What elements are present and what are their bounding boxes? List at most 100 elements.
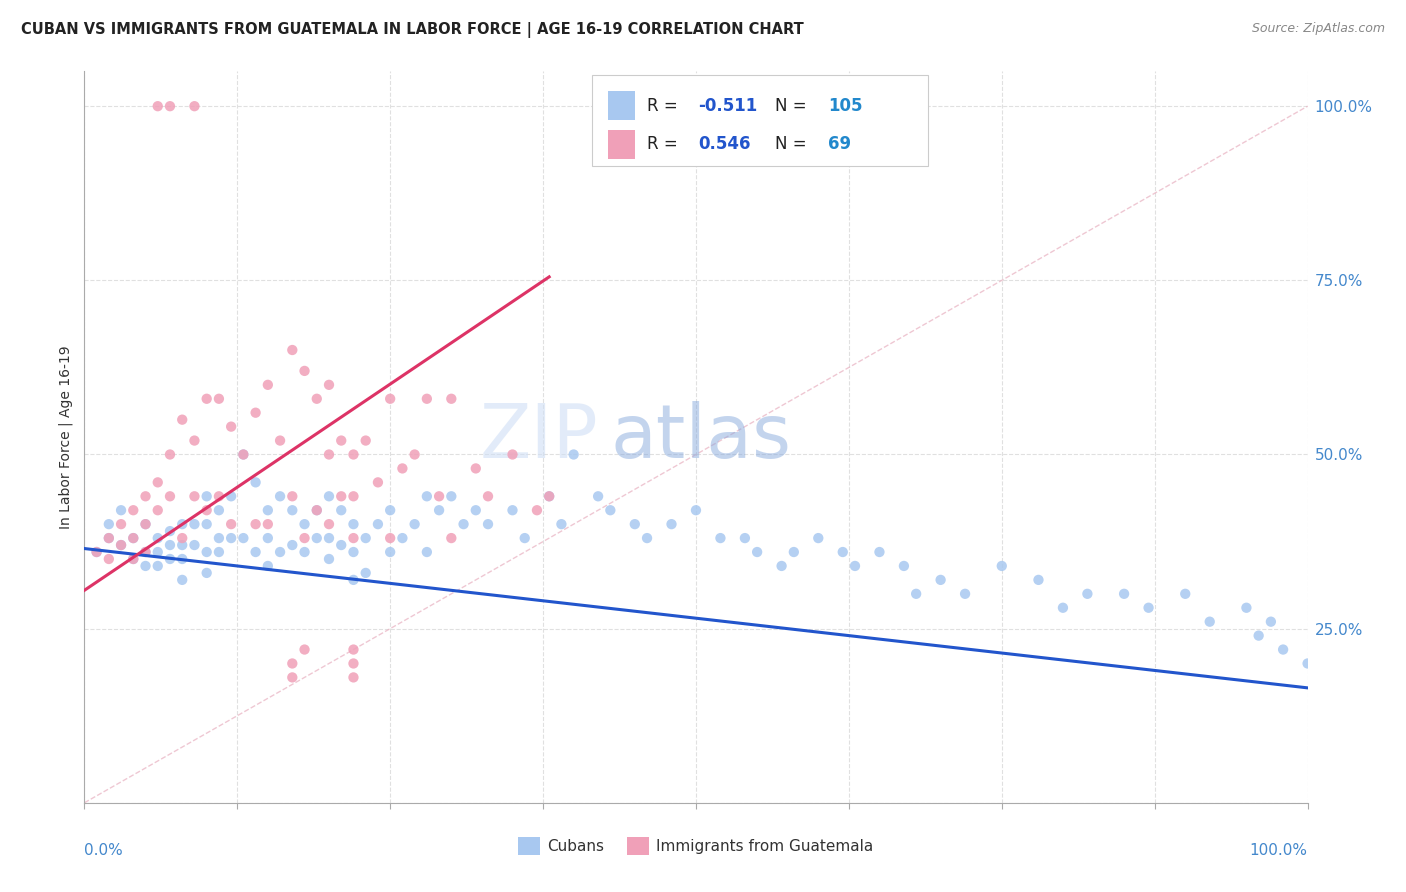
Point (294, 545, 316, 559)
Point (86, 545, 108, 559)
Point (195, 503, 218, 517)
Point (709, 531, 731, 545)
Point (146, 545, 169, 559)
Point (1137, 600, 1160, 615)
Point (305, 503, 328, 517)
Point (208, 545, 231, 559)
Point (172, 517, 194, 532)
Point (294, 642, 316, 657)
Point (905, 587, 928, 601)
Point (342, 670, 364, 684)
Point (122, 531, 145, 545)
Point (953, 587, 976, 601)
Point (380, 545, 402, 559)
Point (110, 538, 132, 552)
Point (318, 552, 340, 566)
Point (1260, 615, 1282, 629)
Point (159, 489, 181, 503)
Point (172, 412, 194, 426)
Point (1198, 615, 1220, 629)
Point (135, 545, 157, 559)
Point (135, 517, 157, 532)
Point (869, 545, 891, 559)
Point (318, 489, 340, 503)
Text: 69: 69 (828, 136, 851, 153)
Point (477, 489, 499, 503)
Point (526, 503, 548, 517)
Y-axis label: In Labor Force | Age 16-19: In Labor Force | Age 16-19 (59, 345, 73, 529)
Point (342, 531, 364, 545)
Point (219, 489, 242, 503)
Point (294, 531, 316, 545)
Point (135, 517, 157, 532)
Text: Source: ZipAtlas.com: Source: ZipAtlas.com (1251, 22, 1385, 36)
Point (330, 434, 353, 448)
Point (783, 545, 806, 559)
Point (269, 434, 291, 448)
Point (146, 531, 169, 545)
Point (440, 531, 463, 545)
Point (208, 531, 231, 545)
Point (770, 558, 793, 573)
Point (245, 545, 267, 559)
Point (110, 538, 132, 552)
Text: 0.0%: 0.0% (84, 843, 124, 858)
Point (281, 503, 304, 517)
Point (453, 517, 475, 532)
Point (195, 566, 218, 580)
Text: 100.0%: 100.0% (1250, 843, 1308, 858)
Point (502, 448, 524, 462)
Point (269, 489, 291, 503)
Point (232, 531, 254, 545)
Point (844, 558, 866, 573)
Point (354, 531, 377, 545)
Point (1272, 642, 1295, 657)
Point (538, 489, 561, 503)
Text: -0.511: -0.511 (699, 96, 758, 114)
Point (208, 489, 231, 503)
Point (318, 377, 340, 392)
Point (195, 517, 218, 532)
Point (281, 489, 304, 503)
Point (893, 558, 915, 573)
Point (416, 392, 439, 406)
Point (427, 503, 450, 517)
Point (159, 538, 181, 552)
Point (172, 531, 194, 545)
Point (562, 448, 585, 462)
Point (734, 531, 756, 545)
Point (342, 448, 364, 462)
Point (440, 392, 463, 406)
Point (550, 517, 572, 532)
Point (380, 392, 402, 406)
Point (685, 503, 707, 517)
Text: CUBAN VS IMMIGRANTS FROM GUATEMALA IN LABOR FORCE | AGE 16-19 CORRELATION CHART: CUBAN VS IMMIGRANTS FROM GUATEMALA IN LA… (21, 22, 804, 38)
Point (195, 392, 218, 406)
Point (416, 545, 439, 559)
Point (172, 573, 194, 587)
Point (391, 461, 413, 475)
Point (380, 503, 402, 517)
Bar (607, 129, 636, 159)
Point (146, 475, 169, 490)
Text: 0.546: 0.546 (699, 136, 751, 153)
FancyBboxPatch shape (592, 75, 928, 167)
Point (404, 448, 426, 462)
Point (294, 364, 316, 378)
Point (195, 545, 218, 559)
Point (305, 531, 328, 545)
Point (305, 503, 328, 517)
Point (1028, 573, 1050, 587)
Point (929, 573, 952, 587)
Point (281, 657, 304, 671)
Point (342, 489, 364, 503)
Point (342, 642, 364, 657)
Point (110, 517, 132, 532)
Point (636, 531, 658, 545)
Point (318, 517, 340, 532)
Point (464, 461, 486, 475)
Point (1296, 657, 1319, 671)
Point (807, 531, 830, 545)
Point (208, 392, 231, 406)
Point (135, 545, 157, 559)
